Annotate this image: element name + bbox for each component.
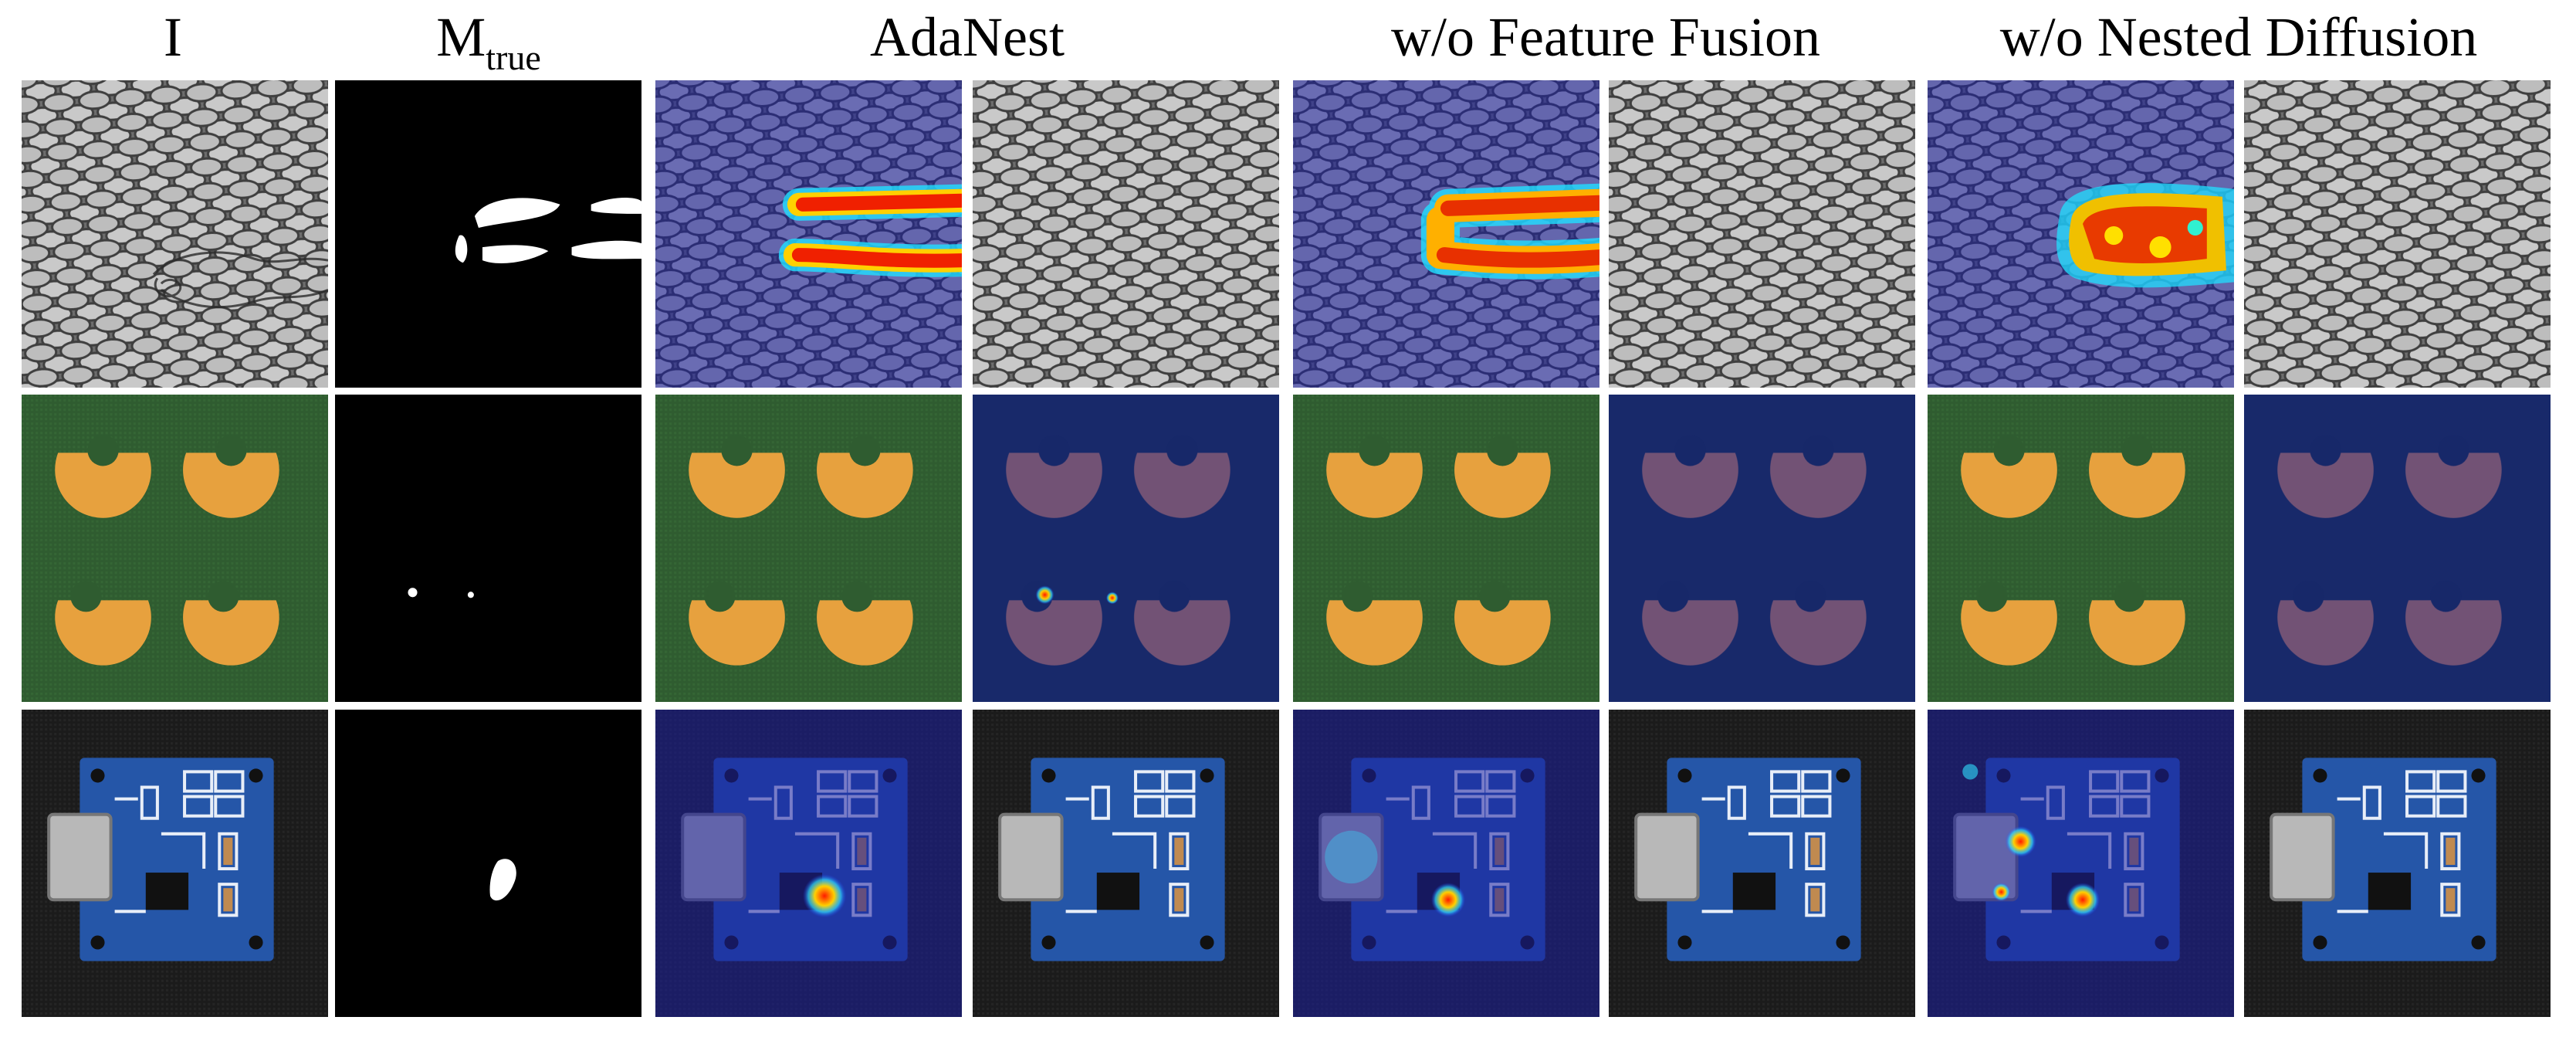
image-layer	[1609, 80, 1915, 388]
image-layer	[973, 80, 1279, 388]
result-image	[1928, 80, 2234, 388]
result-image	[1609, 80, 1915, 388]
image-grid	[22, 80, 2551, 1017]
result-image	[22, 80, 328, 388]
result-image	[335, 710, 641, 1017]
image-layer	[335, 80, 641, 388]
result-image	[655, 710, 962, 1017]
column-header: AdaNest	[870, 6, 1065, 68]
result-image	[973, 395, 1279, 702]
image-layer	[22, 710, 328, 1017]
image-layer	[2244, 80, 2551, 388]
result-image	[2244, 80, 2551, 388]
column-header: w/o Nested Diffusion	[2000, 6, 2478, 68]
result-image	[2244, 710, 2551, 1017]
result-image	[1609, 395, 1915, 702]
image-layer	[2056, 183, 2234, 288]
result-image	[1293, 395, 1599, 702]
result-image	[335, 395, 641, 702]
result-image	[655, 80, 962, 388]
image-layer	[1609, 395, 1915, 702]
image-layer	[2244, 395, 2551, 702]
image-layer	[802, 874, 847, 918]
image-layer	[335, 395, 641, 702]
image-layer	[1928, 395, 2234, 702]
image-layer	[22, 395, 328, 702]
image-layer	[655, 395, 962, 702]
column-header: w/o Feature Fusion	[1391, 6, 1820, 68]
header-main: M	[436, 6, 486, 68]
image-layer	[655, 80, 962, 388]
result-image	[1928, 395, 2234, 702]
image-layer	[655, 710, 962, 1017]
image-layer	[22, 80, 328, 388]
header-subscript: true	[486, 38, 541, 77]
result-image	[1293, 80, 1599, 388]
image-layer	[973, 395, 1279, 702]
result-image	[1928, 710, 2234, 1017]
image-layer	[1293, 395, 1599, 702]
image-layer	[1609, 710, 1915, 1017]
result-image	[1293, 710, 1599, 1017]
result-image	[22, 395, 328, 702]
column-header: I	[164, 6, 182, 68]
result-image	[22, 710, 328, 1017]
result-image	[1609, 710, 1915, 1017]
result-image	[2244, 395, 2551, 702]
image-layer	[2244, 710, 2551, 1017]
image-layer	[1928, 710, 2234, 1017]
image-layer	[973, 710, 1279, 1017]
result-image	[655, 395, 962, 702]
result-image	[973, 710, 1279, 1017]
result-image	[973, 80, 1279, 388]
result-image	[335, 80, 641, 388]
image-layer	[335, 710, 641, 1017]
column-header: Mtrue	[436, 6, 541, 77]
